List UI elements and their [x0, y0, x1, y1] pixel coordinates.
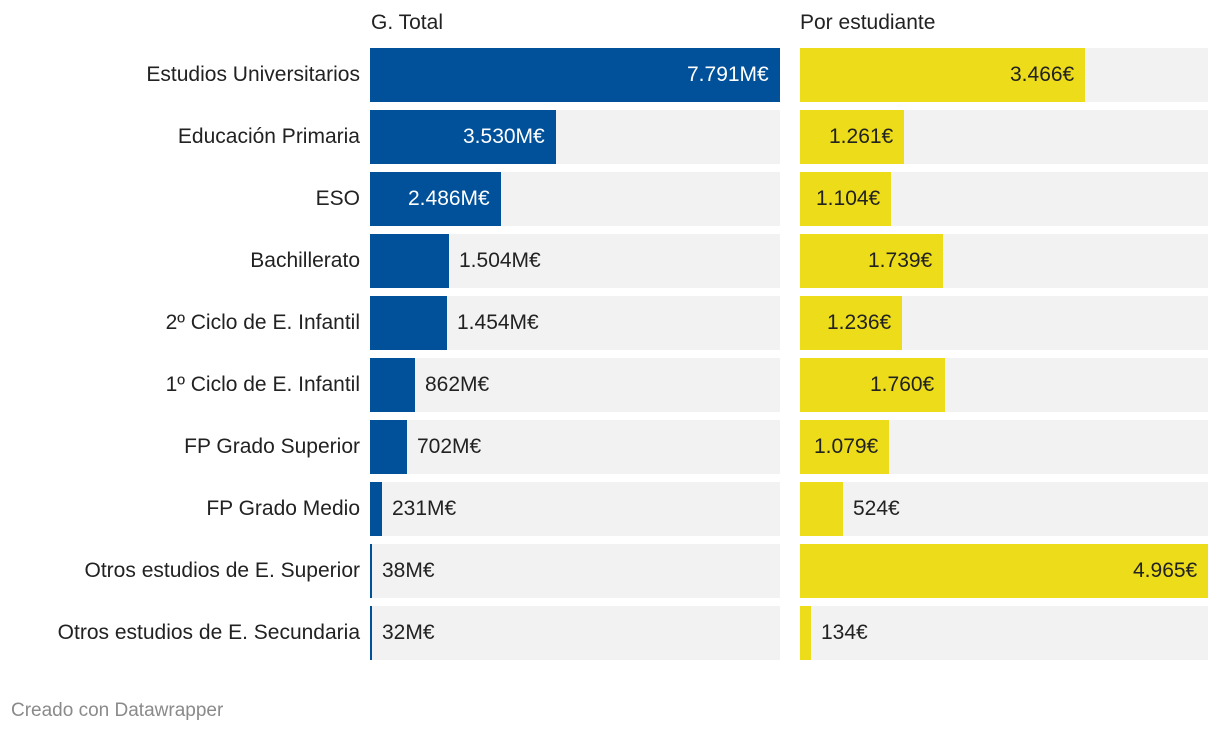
bar: [800, 48, 1085, 102]
bar: [800, 482, 843, 536]
data-label: 32M€: [382, 621, 435, 644]
category-label: Estudios Universitarios: [146, 63, 360, 86]
bar-track: 1.104€: [800, 172, 1208, 226]
bar: [370, 110, 556, 164]
bar-track: 1.739€: [800, 234, 1208, 288]
bar-track: 862M€: [370, 358, 780, 412]
footer-credit: Creado con Datawrapper: [11, 700, 224, 721]
bar-track: 1.760€: [800, 358, 1208, 412]
bar: [370, 420, 407, 474]
bar-track: 3.530M€: [370, 110, 780, 164]
bar: [370, 172, 501, 226]
bar: [800, 606, 811, 660]
category-label: ESO: [315, 187, 360, 210]
data-label: 3.466€: [1010, 63, 1075, 86]
data-label: 2.486M€: [408, 187, 490, 210]
bar: [370, 234, 449, 288]
data-label: 3.530M€: [463, 125, 545, 148]
bar-track: 32M€: [370, 606, 780, 660]
category-label: Otros estudios de E. Superior: [84, 559, 360, 582]
bar: [370, 48, 780, 102]
bar-track: 1.504M€: [370, 234, 780, 288]
bar: [370, 544, 372, 598]
bar-track: 1.079€: [800, 420, 1208, 474]
bar-track: 1.454M€: [370, 296, 780, 350]
bar-track: 1.261€: [800, 110, 1208, 164]
bar-track: 7.791M€: [370, 48, 780, 102]
category-label: Educación Primaria: [177, 125, 360, 148]
data-label: 38M€: [382, 559, 435, 582]
data-label: 1.739€: [868, 249, 933, 272]
data-label: 862M€: [425, 373, 490, 396]
bar: [800, 544, 1208, 598]
bar-track: 702M€: [370, 420, 780, 474]
bar-track: 38M€: [370, 544, 780, 598]
data-label: 1.104€: [816, 187, 881, 210]
bar: [370, 606, 372, 660]
bar: [370, 296, 447, 350]
data-label: 231M€: [392, 497, 457, 520]
column-title-per-student: Por estudiante: [800, 11, 936, 34]
data-label: 1.261€: [829, 125, 894, 148]
data-label: 1.079€: [814, 435, 879, 458]
bar-track: 1.236€: [800, 296, 1208, 350]
column-title-total: G. Total: [371, 11, 443, 34]
data-label: 1.454M€: [457, 311, 539, 334]
category-label: 2º Ciclo de E. Infantil: [165, 311, 360, 334]
category-label: Bachillerato: [250, 249, 360, 272]
data-label: 1.504M€: [459, 249, 541, 272]
bar: [370, 358, 415, 412]
bar-track: 134€: [800, 606, 1208, 660]
data-label: 134€: [821, 621, 868, 644]
data-label: 524€: [853, 497, 900, 520]
bar-track: 2.486M€: [370, 172, 780, 226]
bar: [370, 482, 382, 536]
bar: [800, 110, 904, 164]
bar: [800, 420, 889, 474]
category-label: FP Grado Superior: [184, 435, 360, 458]
bar: [800, 172, 891, 226]
bar-track: 4.965€: [800, 544, 1208, 598]
bar-track: 231M€: [370, 482, 780, 536]
data-label: 7.791M€: [687, 63, 769, 86]
category-label: 1º Ciclo de E. Infantil: [165, 373, 360, 396]
data-label: 1.236€: [827, 311, 892, 334]
data-label: 702M€: [417, 435, 482, 458]
bar-track: 524€: [800, 482, 1208, 536]
data-label: 4.965€: [1133, 559, 1198, 582]
category-label: FP Grado Medio: [206, 497, 360, 520]
bar: [800, 296, 902, 350]
data-label: 1.760€: [870, 373, 935, 396]
bar-track: 3.466€: [800, 48, 1208, 102]
bar: [800, 358, 945, 412]
category-label: Otros estudios de E. Secundaria: [57, 621, 360, 644]
bar: [800, 234, 943, 288]
